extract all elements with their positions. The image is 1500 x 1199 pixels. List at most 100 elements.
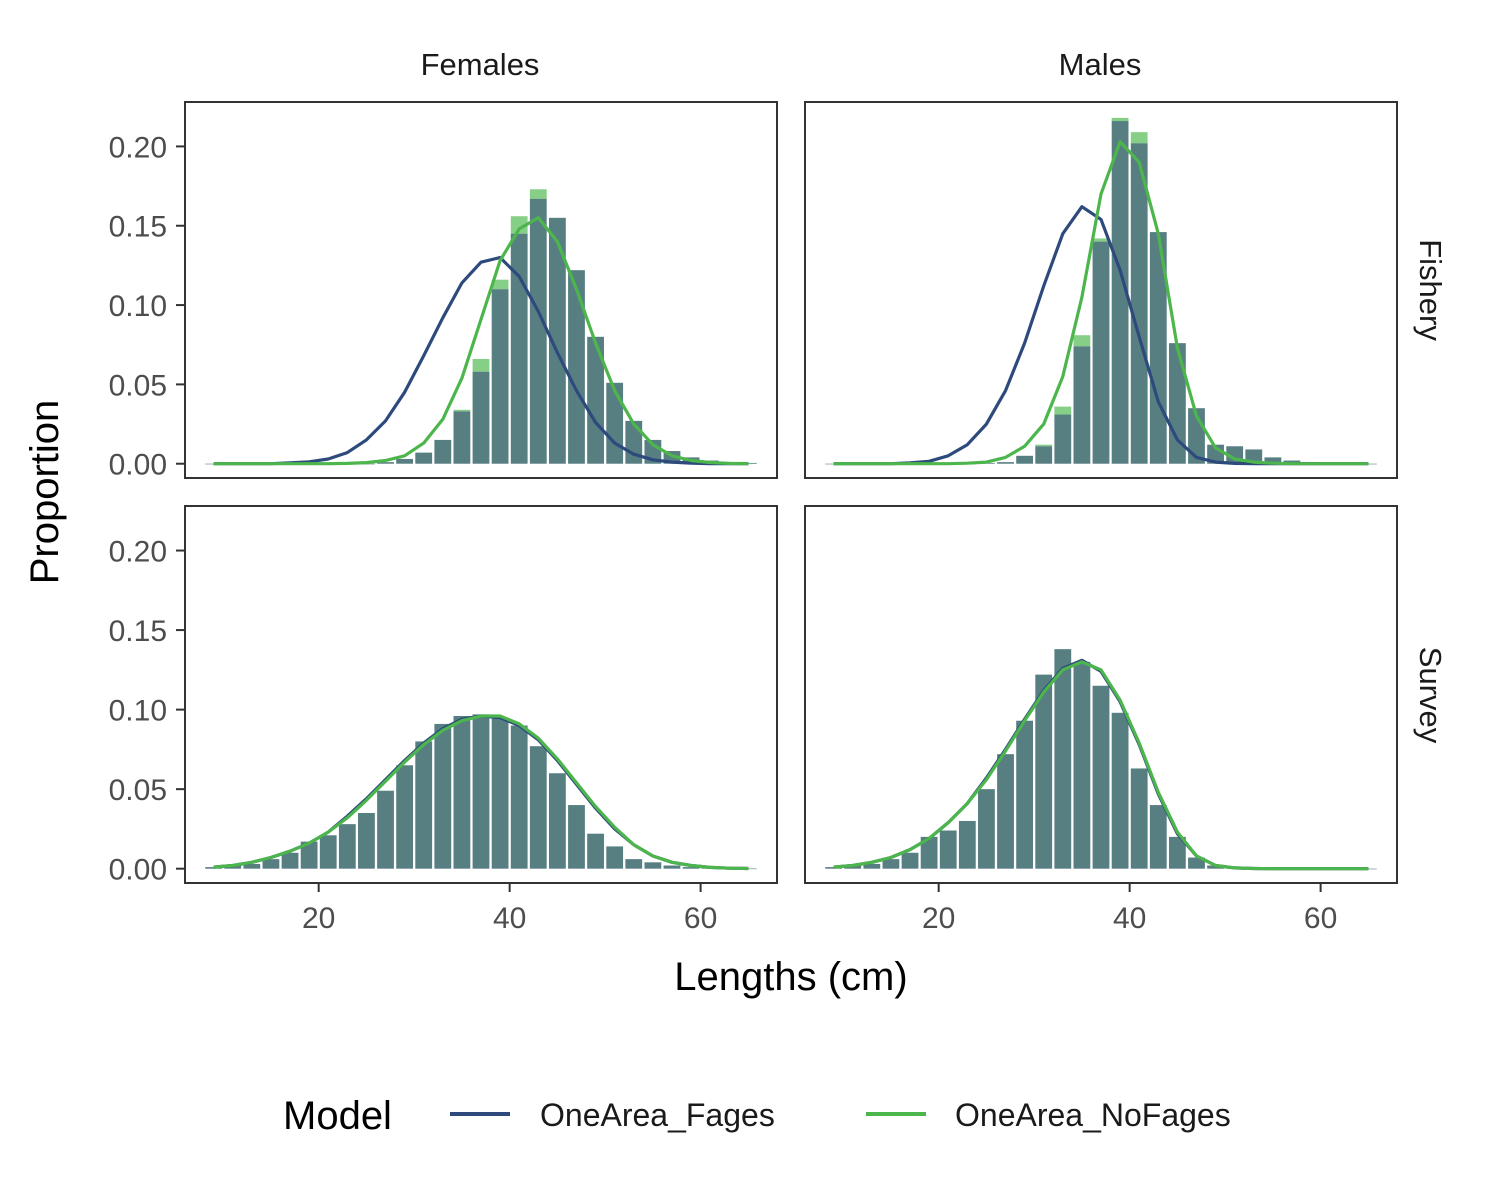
bar-survey-females-41 [510, 725, 528, 869]
bar-fishery-females-27 [377, 462, 394, 464]
bar-survey-females-45 [548, 773, 566, 869]
bar-survey-males-31 [1035, 674, 1053, 869]
bar-fishery-females-39 [491, 289, 509, 464]
x-axis-title: Lengths (cm) [674, 955, 907, 999]
bar-survey-females-19 [300, 841, 318, 869]
bar-fishery-females-43 [529, 198, 547, 464]
y-tick-label-fishery-females-4: 0.20 [109, 131, 167, 164]
bar-survey-males-47 [1188, 857, 1205, 869]
bar-survey-females-55 [644, 862, 662, 869]
panel-border-fishery-females [184, 101, 778, 479]
bar-fishery-females-45 [548, 217, 566, 464]
bar-fishery-females-51 [606, 382, 624, 464]
bar-survey-females-33 [434, 723, 452, 869]
bar-survey-males-43 [1149, 805, 1167, 869]
bar-survey-males-41 [1130, 768, 1148, 869]
x-tick-label-survey-females-2: 60 [684, 902, 717, 935]
bar-fishery-males-33 [1054, 414, 1072, 464]
bar-survey-females-31 [415, 741, 433, 869]
bar-fishery-females-49 [587, 336, 604, 464]
bar-survey-females-35 [453, 715, 471, 869]
bar-survey-males-33 [1054, 649, 1072, 869]
bar-top-fishery-females-41 [510, 216, 528, 234]
bar-survey-males-17 [901, 852, 919, 869]
bar-survey-females-37 [472, 714, 490, 869]
bar-survey-females-17 [281, 852, 299, 869]
bar-fishery-males-43 [1149, 232, 1167, 464]
bar-survey-males-21 [939, 830, 957, 869]
bar-fishery-males-41 [1130, 143, 1148, 464]
bar-survey-males-9 [825, 867, 843, 869]
y-tick-label-fishery-females-0: 0.00 [109, 449, 167, 482]
bar-survey-males-35 [1073, 661, 1091, 869]
bar-fishery-males-29 [1016, 455, 1034, 464]
strip-label-females: Females [421, 47, 540, 82]
y-tick-label-fishery-females-2: 0.10 [109, 290, 167, 323]
x-tick-label-survey-females-0: 20 [302, 902, 335, 935]
bar-survey-males-19 [920, 836, 938, 869]
line-nofages-fishery-males [833, 140, 1369, 466]
bar-survey-females-57 [663, 865, 681, 869]
line-nofages-survey-females [213, 714, 749, 871]
strip-label-survey: Survey [1413, 647, 1448, 744]
bar-survey-females-29 [396, 765, 414, 869]
bar-fishery-females-35 [453, 411, 471, 464]
legend-label-fages: OneArea_Fages [540, 1097, 775, 1133]
legend-label-nofages: OneArea_NoFages [955, 1097, 1231, 1133]
panel-fishery-females: 0.00 0.05 0.10 0.15 0.20 [109, 101, 778, 482]
bar-survey-females-47 [568, 805, 585, 869]
bar-top-fishery-males-33 [1054, 406, 1072, 415]
bar-fishery-females-41 [510, 233, 528, 464]
legend-title: Model [283, 1094, 392, 1138]
bar-top-fishery-females-37 [472, 359, 490, 372]
x-tick-label-survey-males-0: 20 [922, 902, 955, 935]
bar-fishery-males-39 [1111, 121, 1129, 464]
bar-survey-females-53 [625, 859, 643, 869]
panel-grid: 0.00 0.05 0.10 0.15 0.20 0.00 0.05 0.10 0.15 0.20… [109, 101, 1398, 935]
y-tick-label-survey-females-1: 0.05 [109, 774, 167, 807]
bar-survey-males-27 [997, 754, 1014, 869]
y-tick-label-fishery-females-3: 0.15 [109, 211, 167, 244]
bar-fishery-males-31 [1035, 446, 1053, 464]
panel-border-survey-males [804, 505, 1398, 884]
bar-top-fishery-males-35 [1073, 335, 1091, 347]
bar-top-fishery-males-37 [1092, 238, 1110, 242]
line-nofages-fishery-females [213, 216, 749, 466]
legend: Model OneArea_Fages OneArea_NoFages [283, 1094, 1231, 1138]
bar-top-fishery-males-31 [1035, 444, 1053, 447]
bar-survey-males-15 [882, 859, 900, 869]
x-tick-label-survey-females-1: 40 [493, 902, 526, 935]
bar-survey-males-37 [1092, 685, 1110, 869]
bar-top-fishery-males-39 [1111, 117, 1129, 122]
panel-fishery-males [804, 101, 1398, 479]
bar-survey-females-51 [606, 846, 624, 869]
strip-label-males: Males [1059, 47, 1142, 82]
bar-survey-females-25 [358, 813, 375, 869]
bar-fishery-males-27 [997, 462, 1014, 464]
y-tick-label-survey-females-4: 0.20 [109, 536, 167, 569]
y-tick-label-survey-females-0: 0.00 [109, 854, 167, 887]
panel-border-survey-females [184, 505, 778, 884]
bar-survey-males-39 [1111, 712, 1129, 869]
x-tick-label-survey-males-2: 60 [1304, 902, 1337, 935]
panel-survey-males: 20 40 60 [804, 505, 1398, 935]
bar-fishery-females-31 [415, 452, 433, 464]
line-nofages-survey-males [833, 660, 1369, 871]
bar-survey-males-13 [863, 863, 881, 869]
bar-top-fishery-females-43 [529, 189, 547, 199]
bar-survey-females-23 [338, 824, 356, 869]
bar-survey-females-49 [587, 833, 604, 869]
bar-fishery-females-47 [568, 270, 585, 464]
panel-border-fishery-males [804, 101, 1398, 479]
bar-fishery-females-33 [434, 439, 452, 464]
y-tick-label-fishery-females-1: 0.05 [109, 369, 167, 402]
bar-fishery-females-29 [396, 458, 414, 464]
strip-label-fishery: Fishery [1413, 239, 1448, 341]
bar-survey-females-13 [243, 863, 261, 869]
bar-top-fishery-females-35 [453, 409, 471, 412]
y-tick-label-survey-females-2: 0.10 [109, 695, 167, 728]
bar-survey-males-29 [1016, 720, 1034, 869]
bar-survey-females-43 [529, 746, 547, 869]
y-axis-title: Proportion [23, 400, 67, 585]
